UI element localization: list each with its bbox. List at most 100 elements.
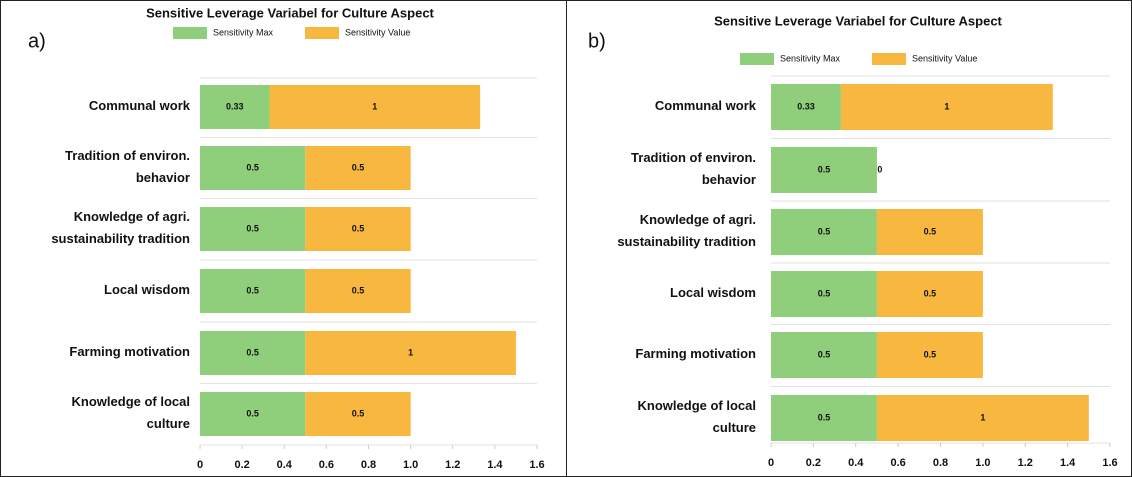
legend-swatch: [173, 27, 207, 39]
bar-segment: [771, 147, 877, 193]
value-label: 0.5: [246, 408, 259, 418]
x-tick-label: 0.8: [361, 459, 376, 471]
category-line: Farming motivation: [635, 346, 756, 361]
x-tick-label: 1.2: [445, 459, 460, 471]
category-label: Tradition of environ. behavior: [631, 150, 756, 187]
category-line: sustainability tradition: [51, 231, 190, 246]
bar-segment: [771, 395, 877, 441]
value-label: 1: [408, 347, 413, 357]
value-label: 0.5: [352, 408, 365, 418]
bar-segment: [876, 271, 983, 317]
bar-segment: [876, 395, 1089, 441]
x-tick-label: 1.2: [1018, 457, 1033, 469]
x-tick-label: 1.4: [1060, 457, 1076, 469]
category-label: Knowledge of local culture: [638, 398, 756, 435]
bar-segment: [876, 209, 983, 255]
bar-segment: [771, 332, 877, 378]
value-label: 0.5: [246, 347, 259, 357]
x-tick-label: 0: [768, 457, 774, 469]
legend-label: Sensitivity Max: [213, 27, 274, 37]
legend-swatch: [872, 53, 906, 65]
x-tick-label: 0.6: [319, 459, 334, 471]
category-line: Knowledge of local: [638, 398, 756, 413]
value-label: 0.5: [246, 162, 259, 172]
category-line: behavior: [136, 170, 190, 185]
x-tick-label: 0.2: [234, 459, 249, 471]
x-tick-label: 1.0: [975, 457, 990, 469]
value-label: 0.5: [924, 349, 937, 359]
legend-label: Sensitivity Max: [780, 53, 841, 63]
category-line: behavior: [702, 172, 756, 187]
x-tick-label: 0.6: [890, 457, 905, 469]
x-tick-label: 0.4: [277, 459, 293, 471]
value-label: 0.5: [818, 164, 831, 174]
bar-segment: [200, 392, 306, 436]
category-label: Farming motivation: [69, 344, 190, 359]
legend-label: Sensitivity Value: [345, 27, 410, 37]
bar-segment: [305, 146, 411, 190]
value-label: 0.5: [924, 288, 937, 298]
chart-title: Sensitive Leverage Variabel for Culture …: [146, 5, 434, 20]
x-tick-label: 0.4: [848, 457, 864, 469]
category-label: Tradition of environ. behavior: [65, 148, 190, 185]
category-line: culture: [147, 416, 190, 431]
x-tick-label: 0.8: [933, 457, 948, 469]
category-line: Knowledge of agri.: [640, 212, 756, 227]
bar-segment: [269, 85, 481, 129]
value-label: 0.5: [818, 349, 831, 359]
x-tick-label: 1.4: [487, 459, 503, 471]
bar-segment: [771, 271, 877, 317]
category-line: Local wisdom: [104, 282, 190, 297]
value-label: 0.5: [246, 285, 259, 295]
legend-label: Sensitivity Value: [912, 53, 977, 63]
bar-segment: [200, 207, 306, 251]
x-tick-label: 1.0: [403, 459, 418, 471]
value-label: 0.5: [924, 226, 937, 236]
bar-segment: [305, 269, 411, 313]
bar-segment: [200, 269, 306, 313]
value-label: 0.5: [246, 223, 259, 233]
value-label: 0: [877, 164, 882, 174]
value-label: 0.5: [352, 162, 365, 172]
legend-swatch: [305, 27, 339, 39]
bar-segment: [771, 209, 877, 255]
category-line: Knowledge of local: [72, 394, 190, 409]
bar-segment: [200, 146, 306, 190]
bar-segment: [305, 331, 516, 375]
value-label: 0.5: [818, 412, 831, 422]
category-label: Farming motivation: [635, 346, 756, 361]
bar-segment: [200, 331, 306, 375]
x-tick-label: 0: [197, 459, 203, 471]
bar-segment: [200, 85, 270, 129]
category-label: Local wisdom: [104, 282, 190, 297]
category-line: Local wisdom: [670, 285, 756, 300]
value-label: 0.33: [226, 101, 244, 111]
bar-segment: [876, 332, 983, 378]
category-label: Local wisdom: [670, 285, 756, 300]
category-label: Knowledge of agri. sustainability traditi…: [51, 209, 190, 246]
category-line: Farming motivation: [69, 344, 190, 359]
bar-segment: [840, 84, 1053, 130]
value-label: 0.5: [818, 226, 831, 236]
panel-label: a): [28, 30, 46, 52]
value-label: 0.5: [352, 223, 365, 233]
chart-title: Sensitive Leverage Variabel for Culture …: [714, 13, 1002, 28]
category-label: Communal work: [655, 98, 757, 113]
legend-swatch: [740, 53, 774, 65]
bar-segment: [305, 392, 411, 436]
value-label: 1: [372, 101, 377, 111]
category-label: Communal work: [89, 98, 191, 113]
value-label: 0.33: [797, 101, 815, 111]
value-label: 0.5: [352, 285, 365, 295]
bar-segment: [771, 84, 841, 130]
category-label: Knowledge of agri. sustainability traditi…: [617, 212, 756, 249]
category-line: culture: [713, 420, 756, 435]
category-line: Communal work: [89, 98, 191, 113]
x-tick-label: 0.2: [806, 457, 821, 469]
category-label: Knowledge of local culture: [72, 394, 190, 431]
x-tick-label: 1.6: [529, 459, 544, 471]
category-line: Communal work: [655, 98, 757, 113]
value-label: 0.5: [818, 288, 831, 298]
bar-segment: [305, 207, 411, 251]
